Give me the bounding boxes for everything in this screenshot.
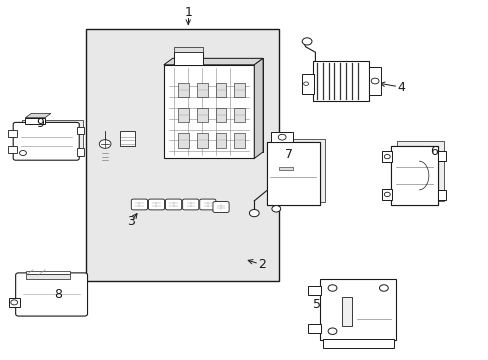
Bar [178, 108, 189, 122]
Bar [320, 279, 395, 340]
Polygon shape [163, 58, 263, 65]
Bar [396, 141, 443, 201]
Bar [215, 133, 226, 148]
Bar [278, 167, 293, 170]
Bar [215, 108, 226, 122]
Text: 7: 7 [284, 148, 292, 161]
FancyBboxPatch shape [131, 199, 147, 210]
FancyBboxPatch shape [183, 199, 198, 210]
Bar [163, 65, 254, 158]
Bar [390, 146, 437, 205]
Bar [307, 324, 321, 333]
Bar [234, 108, 244, 122]
Bar [77, 127, 84, 134]
Bar [8, 146, 17, 153]
Bar [178, 133, 189, 148]
Bar [178, 83, 189, 97]
Bar [342, 297, 351, 326]
Text: 9: 9 [36, 117, 44, 130]
Circle shape [384, 154, 389, 159]
Bar [173, 52, 203, 65]
Text: 3: 3 [127, 215, 135, 228]
Circle shape [303, 82, 308, 86]
Bar [234, 83, 244, 97]
Bar [197, 83, 207, 97]
Bar [173, 47, 203, 52]
Bar [368, 67, 381, 95]
Bar [26, 271, 70, 274]
Polygon shape [25, 113, 51, 118]
Bar [266, 142, 320, 205]
Circle shape [327, 285, 336, 291]
Bar [312, 61, 368, 101]
Bar [215, 83, 226, 97]
Bar [271, 139, 325, 202]
Bar [77, 148, 84, 156]
Circle shape [20, 150, 26, 156]
FancyBboxPatch shape [212, 202, 228, 212]
Circle shape [327, 328, 336, 334]
Bar [266, 142, 320, 205]
Bar [85, 29, 278, 281]
Bar [120, 131, 135, 146]
Bar [9, 298, 20, 307]
Circle shape [99, 140, 111, 148]
Bar [307, 286, 321, 295]
Circle shape [370, 78, 378, 84]
Bar [25, 118, 45, 124]
Bar [437, 190, 446, 200]
Bar [197, 108, 207, 122]
Bar [21, 120, 82, 154]
Text: 2: 2 [257, 258, 265, 271]
Circle shape [11, 300, 18, 305]
Bar [26, 274, 70, 279]
Circle shape [302, 38, 311, 45]
Circle shape [384, 192, 389, 197]
Text: 6: 6 [429, 145, 437, 158]
Bar [302, 74, 313, 94]
Bar [382, 151, 391, 162]
Text: 8: 8 [54, 288, 61, 301]
FancyBboxPatch shape [165, 199, 181, 210]
Polygon shape [254, 58, 263, 158]
FancyBboxPatch shape [199, 199, 216, 210]
Bar [8, 130, 17, 137]
Bar [271, 132, 293, 142]
Circle shape [249, 210, 259, 217]
Bar [197, 133, 207, 148]
FancyBboxPatch shape [13, 122, 79, 160]
Text: 1: 1 [184, 6, 192, 19]
Bar [437, 151, 446, 161]
Bar [322, 339, 393, 348]
Bar [390, 146, 437, 205]
Bar [172, 58, 263, 152]
Bar [382, 189, 391, 200]
Bar [234, 133, 244, 148]
Text: 4: 4 [396, 81, 404, 94]
FancyBboxPatch shape [148, 199, 164, 210]
Circle shape [379, 285, 387, 291]
Circle shape [271, 206, 280, 212]
FancyBboxPatch shape [16, 273, 87, 316]
Circle shape [278, 134, 285, 140]
Text: 5: 5 [312, 298, 320, 311]
